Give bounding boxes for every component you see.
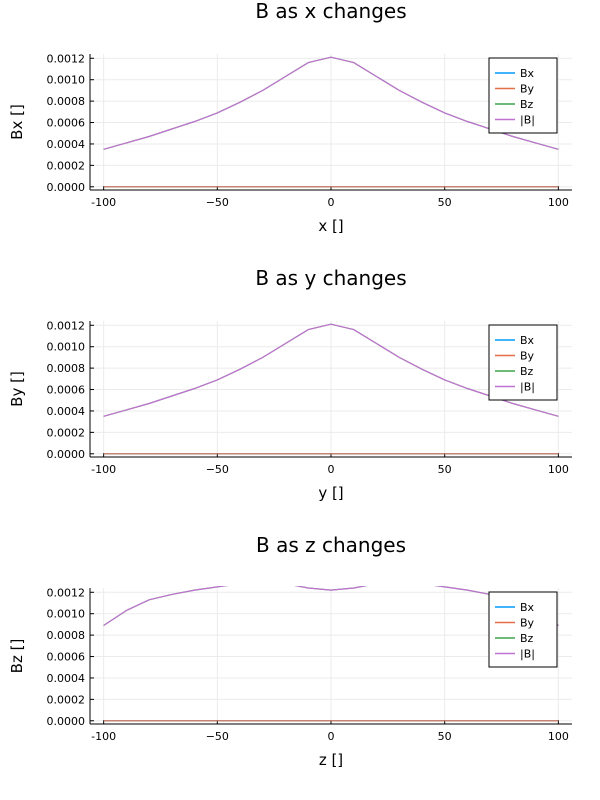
legend-label: Bx bbox=[520, 601, 535, 614]
x-tick-label: 100 bbox=[548, 196, 569, 209]
legend-label: |B| bbox=[520, 381, 535, 394]
x-axis-label: x [] bbox=[318, 217, 343, 235]
x-tick-label: 0 bbox=[328, 730, 335, 743]
legend-label: Bz bbox=[520, 365, 534, 378]
x-axis-label: y [] bbox=[318, 484, 343, 502]
y-axis-label: Bx [] bbox=[8, 104, 26, 140]
y-tick-label: 0.0004 bbox=[47, 405, 86, 418]
legend-label: Bz bbox=[520, 632, 534, 645]
legend: Bx By Bz |B| bbox=[488, 57, 558, 134]
x-tick-label: −50 bbox=[206, 730, 229, 743]
legend-label: |B| bbox=[520, 648, 535, 661]
y-tick-label: 0.0002 bbox=[47, 693, 86, 706]
x-tick-label: 50 bbox=[438, 196, 452, 209]
legend: Bx By Bz |B| bbox=[488, 324, 558, 401]
legend-label: Bz bbox=[520, 98, 534, 111]
y-tick-label: 0.0008 bbox=[47, 95, 86, 108]
y-tick-label: 0.0008 bbox=[47, 629, 86, 642]
legend-label: By bbox=[520, 350, 535, 363]
x-tick-label: 50 bbox=[438, 730, 452, 743]
series-line-4 bbox=[103, 323, 559, 417]
series-line-4 bbox=[103, 56, 559, 150]
x-tick-label: −50 bbox=[206, 196, 229, 209]
y-tick-label: 0.0010 bbox=[47, 341, 86, 354]
y-tick-label: 0.0008 bbox=[47, 362, 86, 375]
legend-label: By bbox=[520, 617, 535, 630]
x-tick-label: 0 bbox=[328, 463, 335, 476]
x-tick-label: 100 bbox=[548, 463, 569, 476]
legend: Bx By Bz |B| bbox=[488, 591, 558, 668]
y-axis-label: By [] bbox=[8, 371, 26, 407]
chart-title: B as z changes bbox=[256, 533, 406, 557]
legend-label: Bx bbox=[520, 334, 535, 347]
chart-panel-2: -100 −50 0 50 100 0.0000 0.0002 0.0004 0.0006 0.0… bbox=[8, 266, 572, 502]
y-tick-label: 0.0002 bbox=[47, 159, 86, 172]
chart-title: B as y changes bbox=[255, 266, 406, 290]
x-tick-label: −50 bbox=[206, 463, 229, 476]
x-tick-label: -100 bbox=[91, 463, 116, 476]
x-axis-label: z [] bbox=[319, 751, 343, 769]
legend-box bbox=[488, 324, 558, 401]
legend-box bbox=[488, 57, 558, 134]
y-tick-label: 0.0012 bbox=[47, 586, 86, 599]
y-tick-label: 0.0004 bbox=[47, 138, 86, 151]
y-tick-label: 0.0012 bbox=[47, 319, 86, 332]
x-tick-label: 50 bbox=[438, 463, 452, 476]
y-tick-label: 0.0000 bbox=[47, 715, 86, 728]
x-tick-label: -100 bbox=[91, 730, 116, 743]
y-tick-label: 0.0012 bbox=[47, 52, 86, 65]
y-tick-label: 0.0006 bbox=[47, 651, 86, 664]
y-axis-label: Bz [] bbox=[8, 639, 26, 674]
y-tick-label: 0.0006 bbox=[47, 117, 86, 130]
x-tick-label: 100 bbox=[548, 730, 569, 743]
series-line-4 bbox=[103, 586, 559, 627]
legend-label: By bbox=[520, 83, 535, 96]
legend-box bbox=[488, 591, 558, 668]
y-tick-label: 0.0002 bbox=[47, 426, 86, 439]
chart-panel-1: -100 −50 0 50 100 0.0000 0.0002 0.0004 0.0006 0.0… bbox=[8, 0, 572, 235]
y-tick-label: 0.0010 bbox=[47, 608, 86, 621]
chart-title: B as x changes bbox=[255, 0, 406, 23]
y-tick-label: 0.0004 bbox=[47, 672, 86, 685]
x-tick-label: -100 bbox=[91, 196, 116, 209]
chart-panel-3: -100 −50 0 50 100 0.0000 0.0002 0.0004 0.0006 0.0… bbox=[8, 533, 572, 769]
y-tick-label: 0.0006 bbox=[47, 384, 86, 397]
y-tick-label: 0.0000 bbox=[47, 448, 86, 461]
legend-label: Bx bbox=[520, 67, 535, 80]
y-tick-label: 0.0000 bbox=[47, 181, 86, 194]
y-tick-label: 0.0010 bbox=[47, 74, 86, 87]
x-tick-label: 0 bbox=[328, 196, 335, 209]
legend-label: |B| bbox=[520, 114, 535, 127]
